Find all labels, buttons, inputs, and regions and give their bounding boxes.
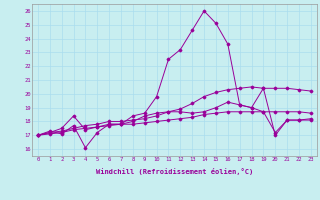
X-axis label: Windchill (Refroidissement éolien,°C): Windchill (Refroidissement éolien,°C) — [96, 168, 253, 175]
